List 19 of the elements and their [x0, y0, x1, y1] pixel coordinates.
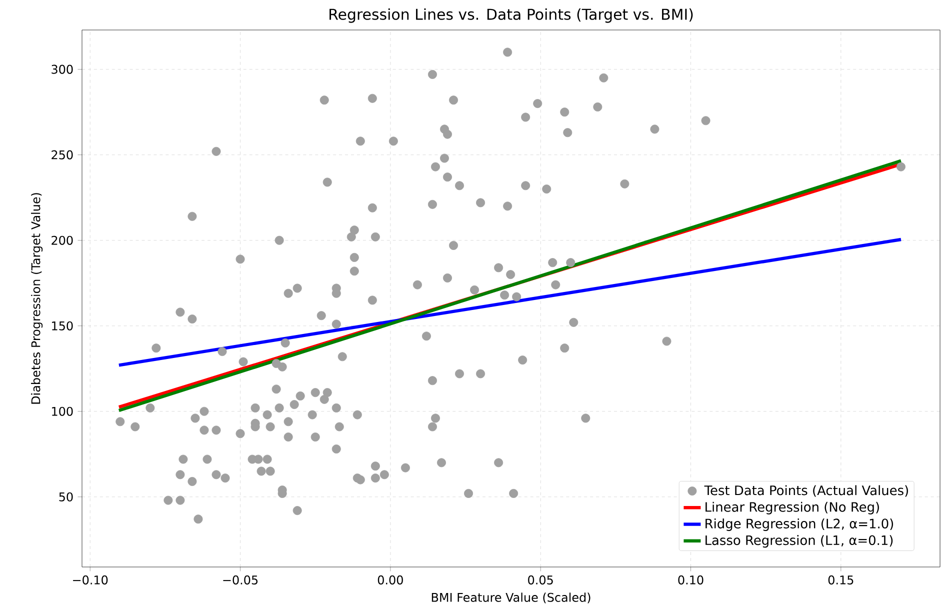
legend-label: Lasso Regression (L1, α=0.1) — [706, 534, 893, 548]
y-tick-label: 300 — [52, 64, 73, 74]
y-tick-label: 200 — [52, 236, 73, 245]
y-tick-label: 250 — [52, 150, 73, 160]
x-tick-label: 0.15 — [828, 575, 854, 584]
x-tick-label: 0.00 — [378, 575, 403, 584]
legend-label: Test Data Points (Actual Values) — [704, 485, 908, 497]
x-tick-label: 0.10 — [678, 575, 704, 584]
y-tick-label: 50 — [59, 492, 73, 502]
legend-label: Linear Regression (No Reg) — [706, 502, 879, 514]
y-tick-label: 150 — [52, 321, 73, 330]
y-tick-label: 100 — [52, 406, 73, 416]
x-tick-label: 0.05 — [528, 575, 553, 584]
legend-label: Ridge Regression (L2, α=1.0) — [706, 518, 894, 531]
x-tick-label: −0.05 — [223, 575, 258, 584]
y-axis-title: Diabetes Progression (Target Value) — [31, 192, 43, 404]
x-tick-label: −0.10 — [73, 575, 108, 584]
chart-title: Regression Lines vs. Data Points (Target vs. BMI) — [330, 8, 693, 23]
x-axis-title: BMI Feature Value (Scaled) — [432, 592, 590, 604]
